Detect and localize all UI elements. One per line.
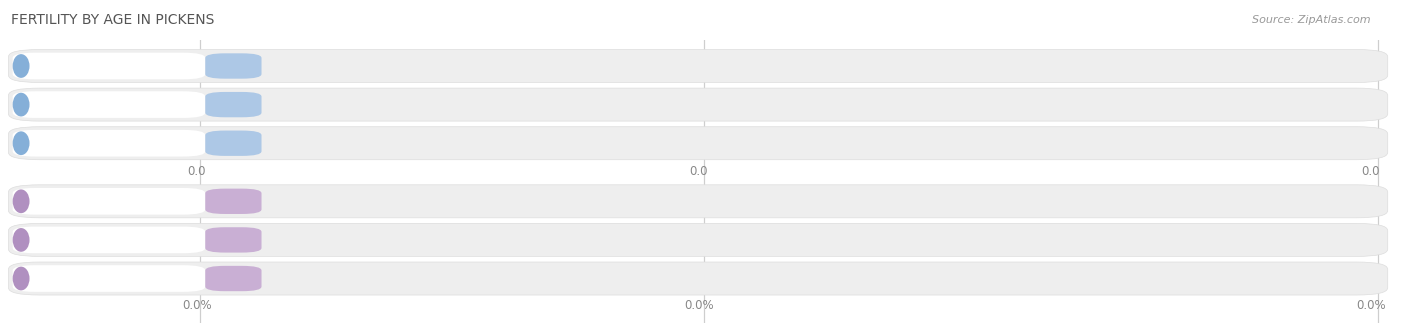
- Text: 15 to 19 years: 15 to 19 years: [45, 195, 135, 208]
- Text: 0.0: 0.0: [224, 100, 243, 110]
- Text: 0.0: 0.0: [224, 61, 243, 71]
- Text: 35 to 50 years: 35 to 50 years: [45, 137, 136, 150]
- Text: 0.0: 0.0: [689, 165, 709, 178]
- Text: 0.0: 0.0: [187, 165, 207, 178]
- Text: Source: ZipAtlas.com: Source: ZipAtlas.com: [1253, 15, 1371, 25]
- Text: 15 to 19 years: 15 to 19 years: [45, 59, 135, 73]
- Text: 0.0%: 0.0%: [218, 274, 249, 283]
- Text: 0.0%: 0.0%: [1355, 299, 1386, 312]
- Text: 0.0%: 0.0%: [683, 299, 714, 312]
- Text: 20 to 34 years: 20 to 34 years: [45, 233, 135, 247]
- Text: 0.0%: 0.0%: [218, 196, 249, 206]
- Text: FERTILITY BY AGE IN PICKENS: FERTILITY BY AGE IN PICKENS: [11, 13, 215, 27]
- Text: 20 to 34 years: 20 to 34 years: [45, 98, 135, 111]
- Text: 0.0%: 0.0%: [218, 235, 249, 245]
- Text: 35 to 50 years: 35 to 50 years: [45, 272, 136, 285]
- Text: 0.0: 0.0: [1361, 165, 1381, 178]
- Text: 0.0: 0.0: [224, 138, 243, 148]
- Text: 0.0%: 0.0%: [181, 299, 212, 312]
